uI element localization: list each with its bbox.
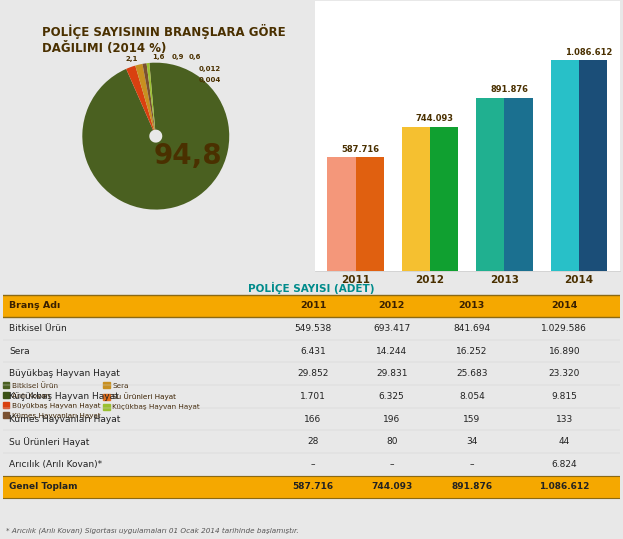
Bar xyxy=(327,157,356,271)
Text: 744.093: 744.093 xyxy=(416,114,454,123)
Wedge shape xyxy=(143,63,155,130)
Bar xyxy=(579,60,607,271)
Text: 6.431: 6.431 xyxy=(300,347,326,356)
Text: 16.252: 16.252 xyxy=(456,347,488,356)
Text: 133: 133 xyxy=(556,414,573,424)
Bar xyxy=(430,127,459,271)
Text: Branş Adı: Branş Adı xyxy=(9,301,60,310)
Text: 44: 44 xyxy=(559,437,570,446)
Text: 2014: 2014 xyxy=(551,301,578,310)
Text: 1.086.612: 1.086.612 xyxy=(565,47,612,57)
Text: Bitkisel Ürün: Bitkisel Ürün xyxy=(9,324,67,333)
Text: 23.320: 23.320 xyxy=(549,369,580,378)
Text: 0,004: 0,004 xyxy=(199,77,221,83)
Text: 94,8: 94,8 xyxy=(154,142,222,170)
Text: 549.538: 549.538 xyxy=(295,324,331,333)
Text: Büyükbaş Hayvan Hayat: Büyükbaş Hayvan Hayat xyxy=(9,369,120,378)
Wedge shape xyxy=(135,64,155,130)
Wedge shape xyxy=(150,63,155,130)
Text: 14.244: 14.244 xyxy=(376,347,407,356)
Text: 8.054: 8.054 xyxy=(459,392,485,401)
Text: 166: 166 xyxy=(305,414,321,424)
Text: 6.325: 6.325 xyxy=(379,392,404,401)
Bar xyxy=(3,294,620,317)
Text: Arıcılık (Arılı Kovan)*: Arıcılık (Arılı Kovan)* xyxy=(9,460,102,469)
Text: 2012: 2012 xyxy=(379,301,405,310)
Text: 693.417: 693.417 xyxy=(373,324,411,333)
Bar xyxy=(505,98,533,271)
Wedge shape xyxy=(150,63,155,130)
Text: 196: 196 xyxy=(383,414,401,424)
Text: 891.876: 891.876 xyxy=(451,482,492,492)
Text: 80: 80 xyxy=(386,437,397,446)
Text: Kümes Hayvanları Hayat: Kümes Hayvanları Hayat xyxy=(9,414,121,424)
Text: 1.086.612: 1.086.612 xyxy=(539,482,589,492)
Text: 25.683: 25.683 xyxy=(456,369,488,378)
Text: 28: 28 xyxy=(307,437,319,446)
Text: 841.694: 841.694 xyxy=(454,324,490,333)
Text: 891.876: 891.876 xyxy=(490,86,528,94)
Text: * Arıcılık (Arılı Kovan) Sigortası uygulamaları 01 Ocak 2014 tarihinde başlamışt: * Arıcılık (Arılı Kovan) Sigortası uygul… xyxy=(6,527,299,534)
Text: 0,9: 0,9 xyxy=(171,54,184,60)
Wedge shape xyxy=(126,66,154,130)
Text: 6.824: 6.824 xyxy=(551,460,577,469)
Text: Genel Toplam: Genel Toplam xyxy=(9,482,78,492)
Text: Su Ürünleri Hayat: Su Ürünleri Hayat xyxy=(9,437,90,447)
Text: 587.716: 587.716 xyxy=(292,482,333,492)
Text: 16.890: 16.890 xyxy=(549,347,580,356)
Text: POLİÇE SAYISI (ADET): POLİÇE SAYISI (ADET) xyxy=(248,282,375,294)
Legend: Bitkisel Ürün, Arılı Kovan, Büyükbaş Hayvan Hayat, Kümes Hayvanları Hayat, Sera,: Bitkisel Ürün, Arılı Kovan, Büyükbaş Hay… xyxy=(2,382,200,419)
Text: 0,012: 0,012 xyxy=(199,66,221,72)
Text: 1.701: 1.701 xyxy=(300,392,326,401)
Text: –: – xyxy=(389,460,394,469)
Text: POLİÇE SAYISININ BRANŞLARA GÖRE
DAĞILIMI (2014 %): POLİÇE SAYISININ BRANŞLARA GÖRE DAĞILIMI… xyxy=(42,24,286,55)
Bar xyxy=(3,475,620,498)
Bar xyxy=(402,127,430,271)
Text: 2013: 2013 xyxy=(459,301,485,310)
Text: 0,6: 0,6 xyxy=(189,54,201,60)
Bar xyxy=(476,98,505,271)
Text: Sera: Sera xyxy=(9,347,30,356)
Bar xyxy=(356,157,384,271)
Text: 587.716: 587.716 xyxy=(341,144,379,154)
Text: –: – xyxy=(311,460,315,469)
Text: 744.093: 744.093 xyxy=(371,482,412,492)
Wedge shape xyxy=(146,63,155,130)
Text: 34: 34 xyxy=(466,437,478,446)
Text: –: – xyxy=(470,460,474,469)
Text: 159: 159 xyxy=(464,414,480,424)
Bar xyxy=(551,60,579,271)
Text: 29.852: 29.852 xyxy=(297,369,329,378)
Text: 2,1: 2,1 xyxy=(126,57,138,63)
Text: 9.815: 9.815 xyxy=(551,392,578,401)
Text: 1.029.586: 1.029.586 xyxy=(541,324,587,333)
Text: 2011: 2011 xyxy=(300,301,326,310)
Text: 29.831: 29.831 xyxy=(376,369,407,378)
Text: 1,6: 1,6 xyxy=(152,54,164,60)
Wedge shape xyxy=(82,63,229,210)
Text: Küçükbaş Hayvan Hayat: Küçükbaş Hayvan Hayat xyxy=(9,392,119,401)
